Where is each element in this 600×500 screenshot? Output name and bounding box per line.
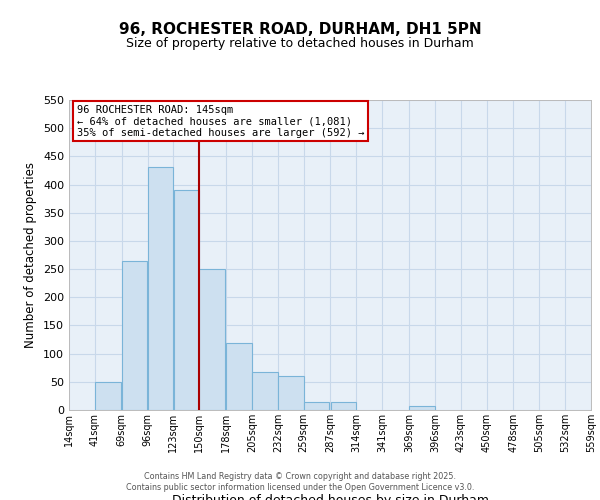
- Text: Size of property relative to detached houses in Durham: Size of property relative to detached ho…: [126, 38, 474, 51]
- Bar: [148, 166, 173, 410]
- Bar: [199, 269, 225, 410]
- Bar: [278, 376, 304, 410]
- Y-axis label: Number of detached properties: Number of detached properties: [25, 162, 37, 348]
- Text: 96, ROCHESTER ROAD, DURHAM, DH1 5PN: 96, ROCHESTER ROAD, DURHAM, DH1 5PN: [119, 22, 481, 38]
- Text: 96 ROCHESTER ROAD: 145sqm
← 64% of detached houses are smaller (1,081)
35% of se: 96 ROCHESTER ROAD: 145sqm ← 64% of detac…: [77, 104, 364, 138]
- Bar: [122, 260, 148, 410]
- Bar: [173, 190, 199, 410]
- Text: Contains public sector information licensed under the Open Government Licence v3: Contains public sector information licen…: [126, 483, 474, 492]
- Bar: [331, 402, 356, 410]
- Bar: [252, 372, 278, 410]
- Bar: [95, 382, 121, 410]
- Bar: [409, 406, 435, 410]
- Text: Contains HM Land Registry data © Crown copyright and database right 2025.: Contains HM Land Registry data © Crown c…: [144, 472, 456, 481]
- Bar: [226, 344, 252, 410]
- X-axis label: Distribution of detached houses by size in Durham: Distribution of detached houses by size …: [172, 494, 488, 500]
- Bar: [304, 402, 329, 410]
